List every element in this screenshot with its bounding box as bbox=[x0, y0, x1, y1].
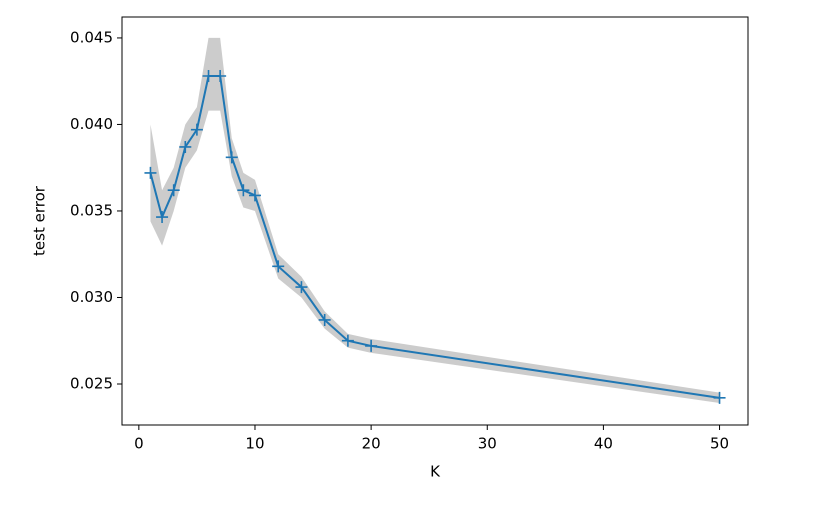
marker bbox=[167, 184, 180, 197]
marker bbox=[237, 184, 250, 197]
marker bbox=[179, 140, 192, 153]
y-tick-label: 0.030 bbox=[70, 288, 113, 306]
plot-frame bbox=[121, 16, 749, 426]
x-tick-label: 20 bbox=[362, 435, 381, 453]
error-band bbox=[150, 37, 720, 404]
marker bbox=[295, 281, 308, 294]
marker bbox=[365, 339, 378, 352]
marker bbox=[341, 334, 354, 347]
marker bbox=[214, 70, 227, 83]
marker bbox=[272, 260, 285, 273]
marker bbox=[713, 391, 726, 404]
x-tick-label: 0 bbox=[134, 435, 144, 453]
marker bbox=[225, 151, 238, 164]
marker bbox=[156, 211, 169, 224]
marker bbox=[144, 166, 157, 179]
x-tick-label: 40 bbox=[594, 435, 613, 453]
y-tick-label: 0.040 bbox=[70, 115, 113, 133]
x-tick-label: 50 bbox=[710, 435, 729, 453]
y-tick-label: 0.045 bbox=[70, 28, 113, 46]
y-tick-label: 0.035 bbox=[70, 201, 113, 219]
marker bbox=[318, 313, 331, 326]
marker bbox=[248, 189, 261, 202]
x-tick-label: 30 bbox=[478, 435, 497, 453]
y-axis-label: test error bbox=[31, 185, 49, 256]
x-axis-label: K bbox=[430, 463, 441, 481]
line bbox=[149, 75, 720, 399]
x-tick-label: 10 bbox=[245, 435, 264, 453]
marker bbox=[202, 70, 215, 83]
y-tick-label: 0.025 bbox=[70, 374, 113, 392]
marker bbox=[190, 123, 203, 136]
